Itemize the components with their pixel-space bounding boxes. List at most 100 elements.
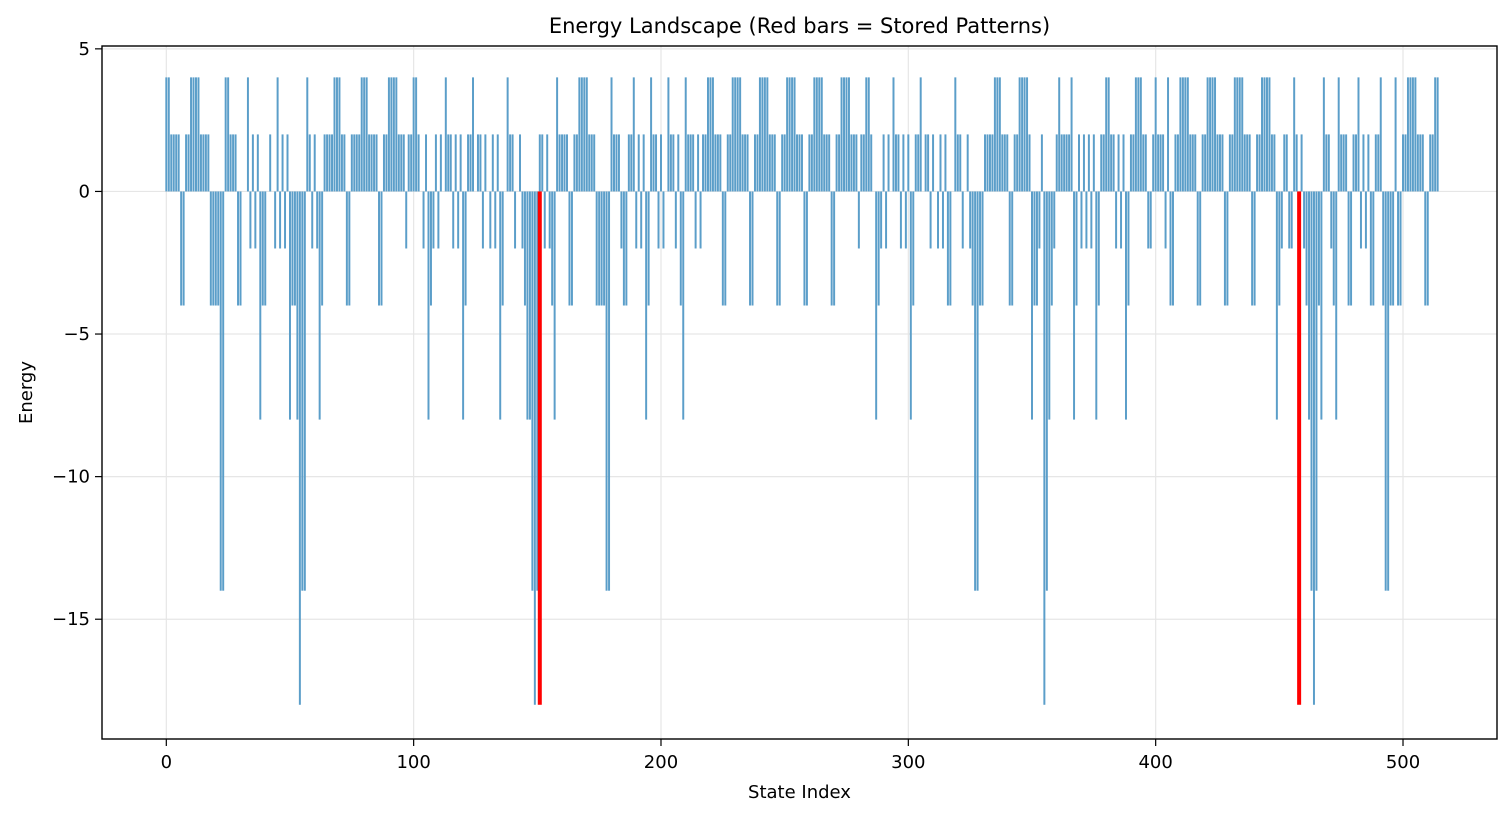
- energy-bar: [1256, 134, 1259, 192]
- energy-bar: [261, 191, 264, 306]
- energy-bar: [637, 134, 640, 192]
- energy-bar: [1330, 191, 1333, 249]
- energy-bar: [1362, 134, 1365, 192]
- energy-bar: [1404, 134, 1407, 192]
- energy-bar: [224, 77, 227, 192]
- energy-bar: [1063, 134, 1066, 192]
- energy-bar: [1189, 134, 1192, 192]
- energy-bar: [1364, 191, 1367, 249]
- energy-bar: [523, 191, 526, 306]
- energy-bar: [726, 134, 729, 192]
- energy-bar: [417, 134, 420, 192]
- energy-bar: [1372, 191, 1375, 306]
- energy-bar: [1080, 191, 1083, 249]
- energy-bar: [1310, 191, 1313, 591]
- energy-bar: [835, 134, 838, 192]
- energy-bar: [684, 77, 687, 192]
- energy-bar: [558, 134, 561, 192]
- energy-bar: [1157, 134, 1160, 192]
- energy-bar: [1300, 134, 1303, 192]
- energy-bar: [709, 77, 712, 192]
- energy-bar: [496, 134, 499, 192]
- energy-bar: [548, 191, 551, 249]
- energy-bar: [185, 134, 188, 192]
- energy-bar: [1406, 77, 1409, 192]
- energy-bar: [897, 134, 900, 192]
- energy-bar: [1107, 77, 1110, 192]
- energy-bar: [1152, 134, 1155, 192]
- energy-bar: [363, 77, 366, 192]
- energy-bar: [800, 134, 803, 192]
- energy-bar: [519, 134, 521, 192]
- energy-bar: [1206, 77, 1209, 192]
- energy-bar: [613, 134, 615, 192]
- energy-bar: [627, 134, 630, 192]
- energy-bar: [1105, 77, 1108, 192]
- energy-bar: [984, 134, 986, 192]
- energy-bar: [729, 134, 732, 192]
- energy-bar: [452, 191, 455, 249]
- energy-bar: [996, 77, 999, 192]
- energy-bar: [1325, 134, 1328, 192]
- energy-bar: [1434, 77, 1437, 192]
- energy-bar: [667, 77, 670, 192]
- energy-bar: [744, 134, 747, 192]
- energy-bar: [467, 134, 470, 192]
- energy-bar: [1248, 134, 1251, 192]
- energy-bar: [167, 77, 170, 192]
- energy-bar: [326, 134, 329, 192]
- energy-bar: [1414, 77, 1417, 192]
- x-tick-label: 500: [1386, 752, 1420, 773]
- energy-bar: [407, 134, 410, 192]
- energy-bar: [731, 77, 734, 192]
- energy-bar: [776, 191, 779, 306]
- y-tick-label: 5: [79, 39, 90, 60]
- energy-bar: [180, 191, 183, 306]
- energy-bar: [625, 191, 628, 306]
- energy-bar: [355, 134, 358, 192]
- energy-bar: [902, 134, 905, 192]
- energy-bar: [1285, 134, 1288, 192]
- energy-bar: [360, 77, 363, 192]
- energy-bar: [865, 77, 868, 192]
- energy-bar: [1100, 134, 1103, 192]
- energy-bar: [447, 134, 450, 192]
- energy-bar: [1367, 134, 1370, 192]
- energy-bar: [1419, 134, 1422, 192]
- energy-bar: [1374, 134, 1377, 192]
- energy-bar: [692, 134, 695, 192]
- energy-bar: [365, 77, 368, 192]
- energy-bar: [583, 77, 586, 192]
- energy-bar: [1416, 134, 1419, 192]
- energy-bar: [593, 134, 596, 192]
- energy-bar: [969, 191, 972, 249]
- energy-bar: [531, 191, 534, 591]
- energy-bar: [763, 77, 766, 192]
- energy-bar: [672, 134, 675, 192]
- energy-bar: [434, 134, 437, 192]
- energy-bar: [608, 191, 611, 591]
- energy-bar: [1392, 191, 1395, 306]
- energy-bar: [1159, 134, 1162, 192]
- energy-bar: [1023, 77, 1026, 192]
- energy-bar: [640, 191, 643, 249]
- energy-bar: [402, 134, 405, 192]
- energy-bar: [288, 191, 291, 420]
- energy-bar: [202, 134, 205, 192]
- energy-bar: [1293, 77, 1296, 192]
- energy-bar: [1171, 191, 1174, 306]
- energy-bar: [756, 134, 759, 192]
- energy-bar: [1040, 134, 1043, 192]
- energy-bar: [798, 134, 801, 192]
- energy-bar: [1226, 191, 1229, 306]
- energy-bar: [256, 134, 259, 192]
- energy-bar: [877, 191, 880, 306]
- energy-bar: [1359, 191, 1362, 249]
- energy-bar: [739, 77, 742, 192]
- energy-bar: [432, 191, 435, 249]
- energy-bar: [1137, 77, 1140, 192]
- energy-bar: [318, 191, 321, 420]
- energy-bar: [892, 77, 895, 192]
- energy-bar: [553, 191, 556, 420]
